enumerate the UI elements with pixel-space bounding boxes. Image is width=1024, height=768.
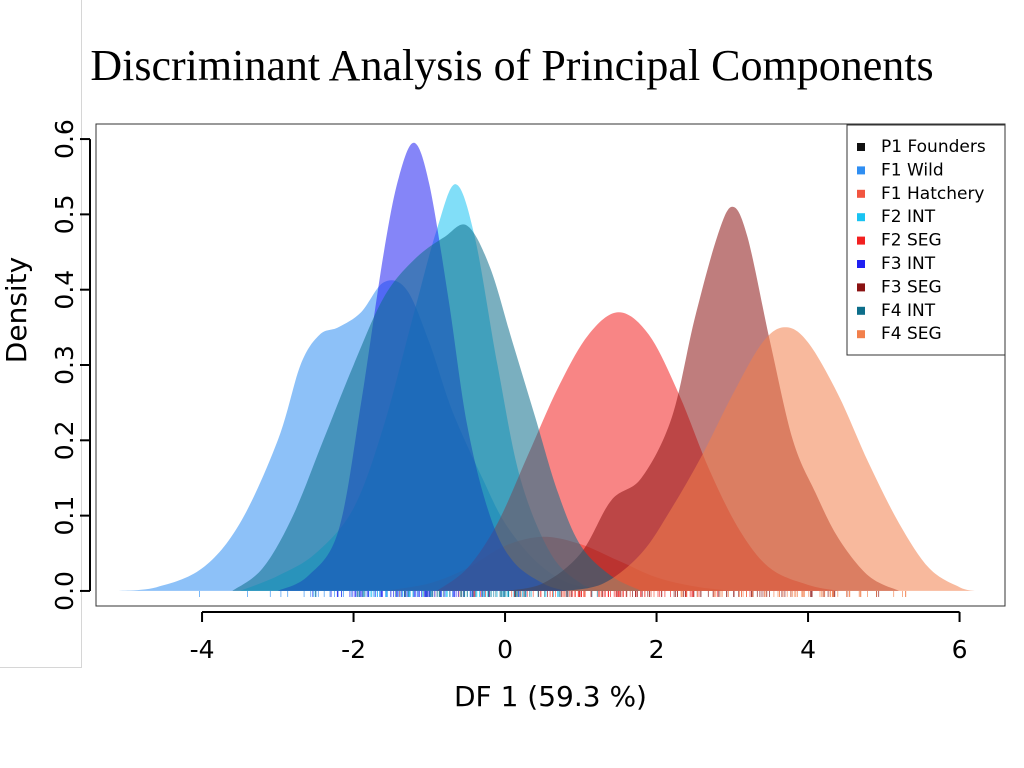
legend: P1 Founders F1 Wild F1 Hatchery F2 INT F2 SE… (846, 124, 1006, 356)
density-curves (118, 142, 975, 591)
legend-swatch (857, 306, 865, 315)
y-tick-label: 0.5 (50, 194, 79, 234)
rug-marks (198, 590, 907, 597)
legend-label: F2 SEG (881, 231, 942, 251)
legend-swatch (857, 283, 865, 292)
legend-label: F4 SEG (881, 324, 942, 344)
x-tick-label: 2 (649, 635, 665, 664)
legend-label: P1 Founders (881, 137, 986, 157)
y-axis-title: Density (0, 257, 33, 363)
slide-frame (0, 0, 82, 668)
legend-swatch (857, 330, 865, 339)
density-area-f4-seg (565, 327, 975, 591)
y-tick-label: 0.2 (50, 420, 79, 460)
legend-swatch (857, 260, 865, 268)
y-tick-label: 0.4 (50, 270, 79, 310)
legend-swatch (857, 236, 865, 245)
legend-swatch (857, 189, 865, 198)
legend-label: F1 Wild (881, 160, 944, 180)
legend-label: F4 INT (881, 301, 936, 321)
x-axis-title: DF 1 (59.3 %) (454, 680, 647, 713)
density-area-f4-int (232, 224, 642, 591)
x-tick-label: 6 (952, 635, 968, 664)
y-tick-label: 0.0 (50, 571, 79, 611)
x-tick-label: 0 (497, 635, 513, 664)
x-axis: -4 -2 0 2 4 6 (190, 611, 968, 664)
legend-label: F3 INT (881, 254, 936, 274)
y-tick-label: 0.1 (50, 496, 79, 536)
chart-title: Discriminant Analysis of Principal Compo… (90, 41, 934, 90)
y-axis: 0.0 0.1 0.2 0.3 0.4 0.5 0.6 (50, 119, 91, 611)
legend-box (846, 124, 1006, 356)
legend-swatch (857, 213, 865, 222)
plot-frame (95, 123, 1006, 607)
x-tick-label: 4 (800, 635, 816, 664)
legend-label: F2 INT (881, 207, 936, 227)
x-tick-label: -4 (190, 635, 215, 664)
legend-label: F3 SEG (881, 277, 942, 297)
y-tick-label: 0.6 (50, 119, 79, 159)
legend-swatch (857, 143, 865, 151)
legend-label: F1 Hatchery (881, 184, 985, 204)
x-tick-label: -2 (341, 635, 366, 664)
legend-swatch (857, 166, 865, 175)
y-tick-label: 0.3 (50, 345, 79, 385)
